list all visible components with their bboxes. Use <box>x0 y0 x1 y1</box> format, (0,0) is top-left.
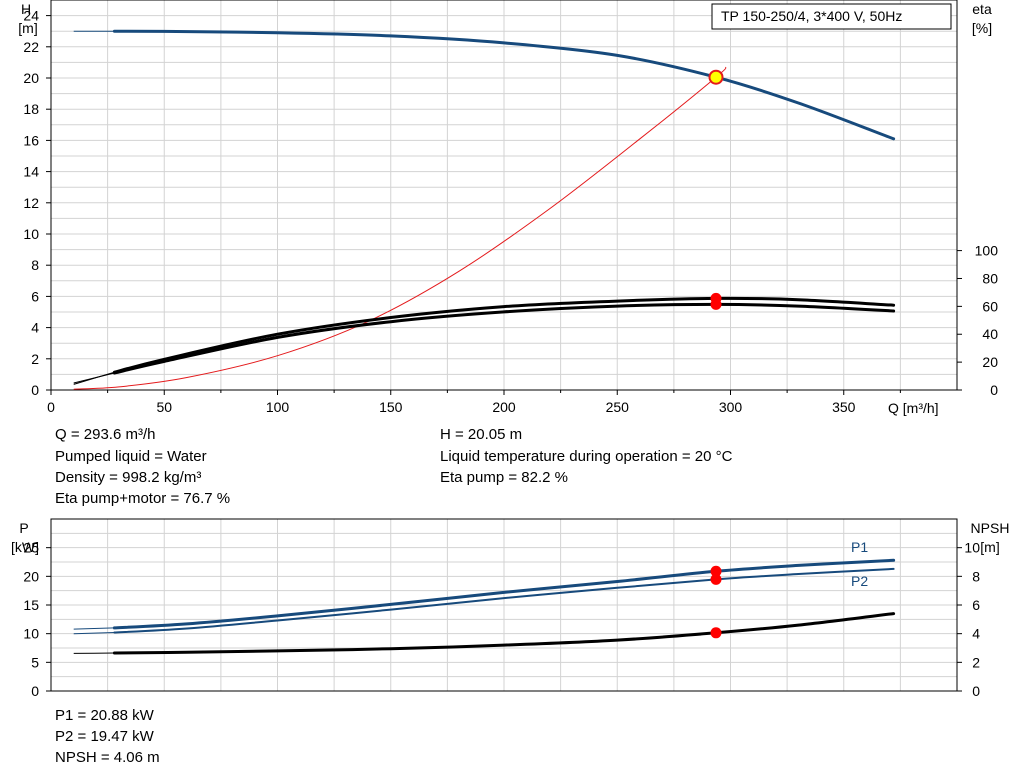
y-left-tick-label: 20 <box>23 70 39 86</box>
system-curve <box>73 66 727 390</box>
info-p1: P1 = 20.88 kW <box>55 707 155 724</box>
y-left-tick-label: 4 <box>31 320 39 336</box>
info-p2: P2 = 19.47 kW <box>55 728 155 745</box>
p1-curve <box>112 558 896 630</box>
x-tick-label: 100 <box>266 399 290 415</box>
y-right-tick-label: 100 <box>975 243 999 259</box>
y-right-tick-label: 60 <box>982 298 998 314</box>
info-liquid: Pumped liquid = Water <box>55 448 207 465</box>
info-npsh: NPSH = 4.06 m <box>55 749 160 766</box>
y-left-tick-label: 8 <box>31 257 39 273</box>
npsh-curve <box>112 612 896 655</box>
y-left-tick-label: 2 <box>31 351 39 367</box>
y-left-tick-label: 12 <box>23 195 39 211</box>
y-left-tick-label: 18 <box>23 101 39 117</box>
info-q: Q = 293.6 m³/h <box>55 426 155 443</box>
p2-operating-point <box>710 573 722 585</box>
y-left-tick-label: 10 <box>23 226 39 242</box>
y-right-tick-label: 0 <box>990 382 998 398</box>
bottom-y-left-tick-label: 25 <box>23 540 39 556</box>
top-y-left-label-2: [m] <box>18 20 37 36</box>
y-right-tick-label: 40 <box>982 326 998 342</box>
info-eta-total: Eta pump+motor = 76.7 % <box>55 490 230 507</box>
series-label-p1: P1 <box>851 539 868 555</box>
top-y-left-label-1: H <box>21 1 31 17</box>
y-right-tick-label: 80 <box>982 270 998 286</box>
bottom-y-left-tick-label: 5 <box>31 654 39 670</box>
info-eta-pump: Eta pump = 82.2 % <box>440 469 568 486</box>
p2-curve <box>113 567 895 634</box>
x-tick-label: 350 <box>832 399 856 415</box>
bottom-y-right-label-2: [m] <box>980 539 999 555</box>
head-curve <box>112 29 896 141</box>
bottom-y-right-tick-label: 6 <box>972 597 980 613</box>
x-tick-label: 50 <box>156 399 172 415</box>
npsh-operating-point <box>710 627 722 639</box>
y-right-tick-label: 20 <box>982 354 998 370</box>
y-left-tick-label: 16 <box>23 132 39 148</box>
top-x-label: Q [m³/h] <box>888 400 939 416</box>
eta-pump-curve <box>112 296 896 374</box>
y-left-tick-label: 22 <box>23 39 39 55</box>
p1-operating-point <box>710 565 722 577</box>
bottom-y-right-tick-label: 10 <box>964 540 980 556</box>
bottom-y-right-tick-label: 8 <box>972 568 980 584</box>
info-temp: Liquid temperature during operation = 20… <box>440 448 733 465</box>
x-tick-label: 200 <box>492 399 516 415</box>
duty-point-marker <box>708 69 724 85</box>
bottom-y-right-tick-label: 2 <box>972 654 980 670</box>
info-h: H = 20.05 m <box>440 426 522 443</box>
eta-total-curve <box>112 302 896 375</box>
info-density: Density = 998.2 kg/m³ <box>55 469 201 486</box>
x-tick-label: 0 <box>47 399 55 415</box>
eta-total-operating-point <box>710 298 722 310</box>
series-label-p2: P2 <box>851 573 868 589</box>
bottom-y-left-tick-label: 10 <box>23 626 39 642</box>
bottom-y-right-tick-label: 0 <box>972 683 980 699</box>
x-tick-label: 250 <box>606 399 630 415</box>
bottom-y-left-label-1: P <box>19 520 28 536</box>
chart-title: TP 150-250/4, 3*400 V, 50Hz <box>721 8 902 24</box>
top-y-right-label-2: [%] <box>972 20 992 36</box>
bottom-y-right-label-1: NPSH <box>971 520 1010 536</box>
p2-curve-lead <box>73 632 115 635</box>
top-y-right-label-1: eta <box>972 1 992 17</box>
x-tick-label: 150 <box>379 399 403 415</box>
bottom-y-left-label-2: [kW] <box>11 539 39 555</box>
bottom-y-left-tick-label: 15 <box>23 597 39 613</box>
p1-curve-lead <box>73 627 115 630</box>
bottom-y-left-tick-label: 20 <box>23 568 39 584</box>
eta-total-curve-lead <box>73 372 115 384</box>
bottom-y-right-tick-label: 4 <box>972 626 980 642</box>
y-left-tick-label: 0 <box>31 382 39 398</box>
x-tick-label: 300 <box>719 399 743 415</box>
y-left-tick-label: 24 <box>23 8 39 24</box>
chart-title-box <box>711 3 952 30</box>
y-left-tick-label: 14 <box>23 164 39 180</box>
y-left-tick-label: 6 <box>31 288 39 304</box>
bottom-y-left-tick-label: 0 <box>31 683 39 699</box>
